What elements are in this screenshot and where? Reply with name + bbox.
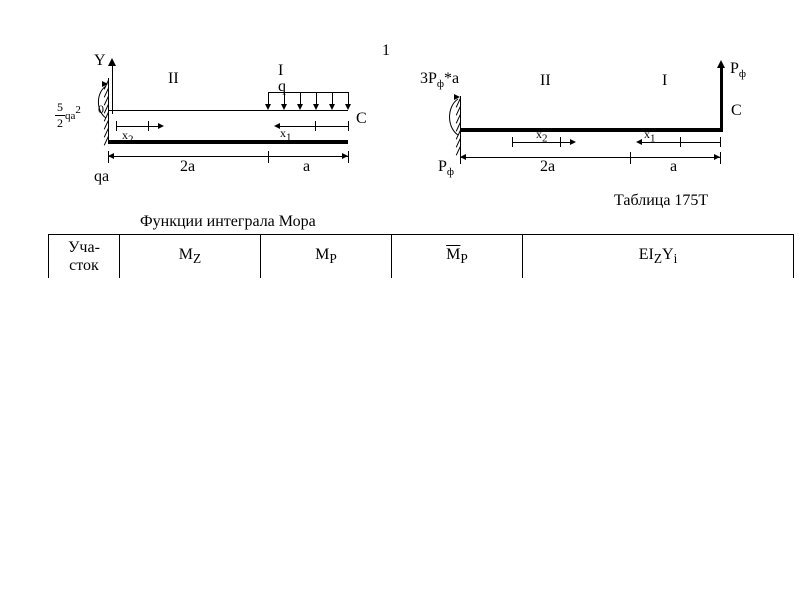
col-mz: MZ	[120, 235, 261, 279]
label-a-left: a	[303, 158, 310, 176]
q-arrowhead	[313, 104, 319, 110]
col-eizy: EIZYi	[523, 235, 794, 279]
label-2a-left: 2a	[180, 158, 195, 176]
label-x1-right: x1	[644, 127, 656, 144]
label-C-right: C	[731, 102, 742, 120]
dim-tick	[460, 152, 461, 164]
x1-tick-right	[680, 137, 681, 147]
x2-arrowhead-right	[570, 139, 576, 145]
dim-tick	[630, 152, 631, 164]
y-label: Y	[94, 52, 106, 70]
col-section: Уча- сток	[49, 235, 120, 279]
label-Pf-top: Рф	[730, 60, 746, 80]
q-arrowhead	[329, 104, 335, 110]
label-a-right: a	[670, 158, 677, 176]
x2-tick-right	[560, 137, 561, 147]
q-arrowhead	[281, 104, 287, 110]
dim-tick	[108, 151, 109, 163]
moment-arrowhead-left	[102, 81, 108, 87]
col-mp: MP	[261, 235, 392, 279]
label-2a-right: 2a	[540, 158, 555, 176]
q-arrowhead	[345, 104, 351, 110]
label-x2-left: x2	[122, 128, 134, 145]
x2-tick-right	[512, 137, 513, 147]
label-I-right: I	[662, 72, 667, 90]
x2-line-left	[116, 126, 161, 127]
pf-arrowhead	[717, 60, 725, 68]
x1-arrowhead-right	[636, 139, 642, 145]
x1-tick-right-end	[720, 137, 721, 147]
x2-tick	[148, 121, 149, 131]
q-arrowhead	[297, 104, 303, 110]
fraction-5-2: 5 2	[55, 100, 65, 131]
right-beam-thick	[460, 128, 720, 132]
q-arrowhead	[265, 104, 271, 110]
x2-arrowhead-left	[158, 123, 164, 129]
label-II-left: II	[168, 70, 179, 88]
x1-tick-end	[348, 121, 349, 131]
pf-arrow-shaft	[720, 66, 723, 132]
dim-line-right	[460, 157, 720, 158]
label-qa: qa	[94, 168, 109, 186]
label-II-right: II	[540, 72, 551, 90]
page-number: 1	[382, 42, 390, 60]
label-Pf-bottom: Рф	[438, 158, 454, 178]
label-3Pf-a: 3Рф*a	[420, 70, 459, 90]
mohr-table: Уча- сток MZ MP MP EIZYi	[48, 234, 794, 278]
moment-arrowhead-right	[454, 94, 460, 100]
dim-tick	[720, 152, 721, 164]
x2-tick	[116, 121, 117, 131]
table-number: Таблица 175Т	[614, 192, 708, 210]
label-x2-right: x2	[536, 127, 548, 144]
x1-tick	[315, 121, 316, 131]
left-beam-thick	[108, 140, 348, 144]
moment-left-label: 5 2 qa2	[55, 100, 81, 131]
moment-arc-right	[436, 95, 466, 139]
dim-line-left	[108, 156, 348, 157]
col-mpbar: MP	[392, 235, 523, 279]
dim-tick	[348, 151, 349, 163]
left-beam-top	[108, 110, 348, 111]
dist-load-line	[268, 92, 348, 93]
table-title: Функции интеграла Мора	[140, 213, 316, 231]
dim-tick	[268, 151, 269, 163]
label-x1-left: x1	[280, 126, 292, 143]
y-axis-arrowhead	[108, 58, 116, 66]
label-C-left: C	[356, 110, 367, 128]
origin-zero: 0	[98, 102, 104, 117]
